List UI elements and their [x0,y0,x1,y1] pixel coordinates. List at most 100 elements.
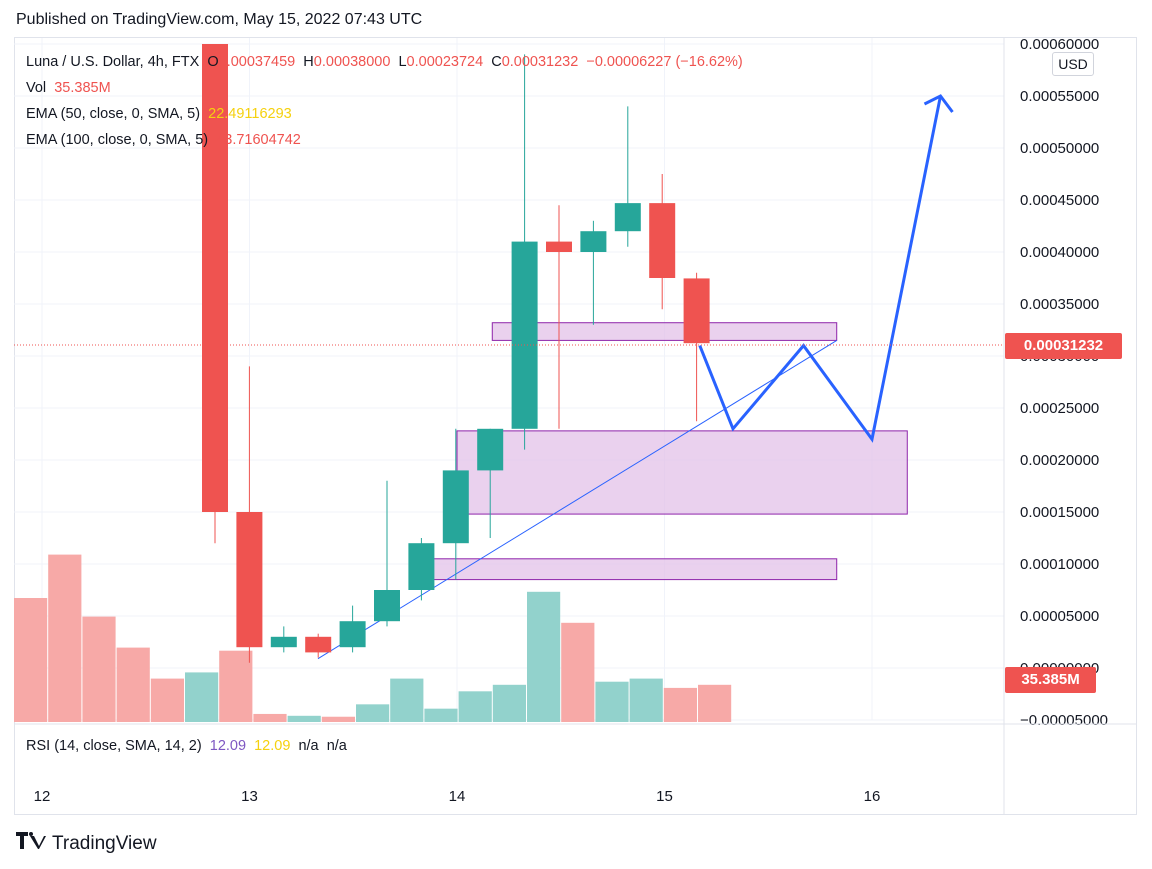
zones [421,322,908,581]
high-label: H [303,54,314,70]
price-tick-label: 0.00020000 [1020,452,1099,469]
tradingview-logo[interactable]: TradingView [16,832,157,855]
change-value: −0.00006227 (−16.62%) [586,54,743,70]
trend-line [317,339,837,660]
rsi-ma-value: 12.09 [254,738,291,754]
volume-bar [150,678,184,722]
volume-bars [14,554,732,722]
volume-bar [48,554,82,722]
ema100-label: EMA (100, close, 0, SMA, 5) [26,132,209,148]
price-tick-label: 0.00005000 [1020,608,1099,625]
candle-body [477,428,504,471]
published-text: Published on TradingView.com, May 15, 20… [16,11,423,28]
price-tick-label: 0.00035000 [1020,296,1099,313]
last-price-tag: 0.00031232 [1005,333,1122,359]
volume-bar [321,716,355,722]
volume-bar [116,647,150,722]
currency-button[interactable]: USD [1052,52,1094,76]
candle-body [202,44,228,512]
support-zone [491,322,838,341]
volume-bar [424,708,458,722]
ema50-legend: EMA (50, close, 0, SMA, 5) 22.49116293 [26,106,292,122]
symbol-label: Luna / U.S. Dollar, 4h, FTX [26,54,200,70]
candle-body [408,543,435,590]
rsi-na-2: n/a [326,738,347,754]
price-tick-label: 0.00055000 [1020,88,1099,105]
ema50-label: EMA (50, close, 0, SMA, 5) [26,106,201,122]
projection-line [698,95,942,443]
projection-arrowhead [923,94,954,113]
volume-bar [527,591,561,722]
volume-bar [698,684,732,722]
volume-bar [595,681,629,722]
price-tick-label: 0.00010000 [1020,556,1099,573]
brand-label: TradingView [52,832,157,854]
volume-bar [629,678,663,722]
vol-legend: Vol 35.385M [26,80,111,96]
ema100-value: 43.71604742 [216,132,301,148]
candle-body [305,636,332,653]
candle-body [270,636,297,648]
rsi-label: RSI (14, close, SMA, 14, 2) [26,738,202,754]
candle-body [649,203,676,278]
ema100-legend: EMA (100, close, 0, SMA, 5) 43.71604742 [26,132,301,148]
volume-bar [253,713,287,722]
volume-bar [287,715,321,722]
rsi-value: 12.09 [209,738,247,754]
candle-body [339,621,366,648]
close-value: 0.00031232 [501,54,579,70]
candle-body [546,241,572,252]
volume-bar [663,687,697,722]
candle-body [511,241,538,429]
volume-bar [492,684,526,722]
volume-bar [390,678,424,722]
volume-bar [185,672,219,722]
close-label: C [491,54,502,70]
volume-bar [356,704,390,722]
candle-body [442,470,469,544]
time-tick-label: 16 [864,788,881,805]
ohlc-legend: Luna / U.S. Dollar, 4h, FTX O0.00037459 … [26,54,743,70]
time-axis: 12 13 14 15 16 [34,788,881,805]
candles [202,44,710,663]
volume-tag: 35.385M [1005,667,1096,693]
open-label: O [207,54,219,70]
volume-bar [561,622,595,722]
price-tick-label: 0.00050000 [1020,140,1099,157]
low-value: 0.00023724 [406,54,484,70]
price-tick-label: 0.00025000 [1020,400,1099,417]
volume-bar [14,598,48,722]
candle-body [580,231,607,252]
time-tick-label: 14 [449,788,466,805]
time-tick-label: 12 [34,788,51,805]
rsi-na-1: n/a [298,738,319,754]
candle-body [236,512,263,648]
volume-bar [458,691,492,722]
chart-frame [14,37,1137,815]
high-value: 0.00038000 [313,54,391,70]
price-axis: 0.00060000 0.00055000 0.00050000 0.00045000… [1020,36,1108,729]
low-label: L [398,54,407,70]
volume-bar [82,616,116,722]
vol-value: 35.385M [54,80,111,96]
candle-body [614,203,641,232]
vol-label: Vol [26,80,47,96]
projection-path [698,94,954,443]
time-tick-label: 15 [656,788,673,805]
support-zone [421,558,838,581]
tradingview-logo-icon [16,832,46,855]
rsi-legend: RSI (14, close, SMA, 14, 2) 12.09 12.09 … [26,738,347,754]
candle-body [374,590,400,622]
price-tick-label: −0.00005000 [1020,712,1108,729]
ema50-value: 22.49116293 [208,106,292,122]
support-zone [456,430,908,515]
price-tick-label: 0.00045000 [1020,192,1099,209]
price-tick-label: 0.00040000 [1020,244,1099,261]
volume-bar [219,650,253,722]
trendline [317,339,837,660]
time-tick-label: 13 [241,788,258,805]
candle-body [683,278,710,344]
price-tick-label: 0.00060000 [1020,36,1099,53]
open-value: 0.00037459 [218,54,296,70]
